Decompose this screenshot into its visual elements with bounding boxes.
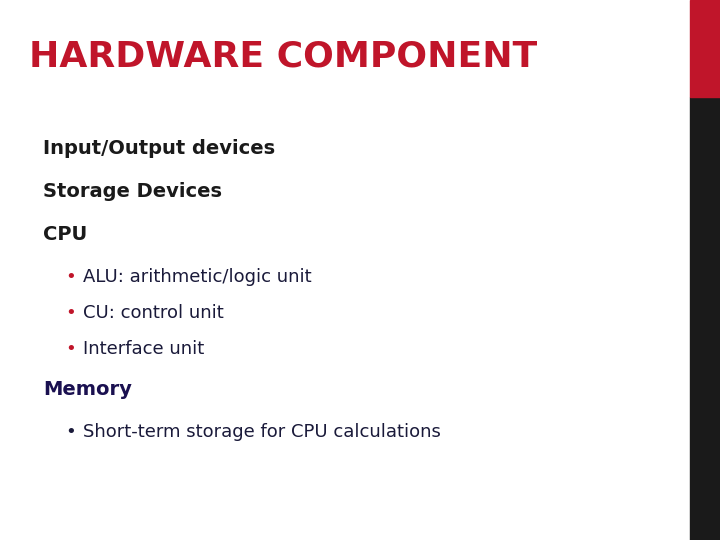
Text: •: •	[65, 268, 76, 286]
Text: Memory: Memory	[43, 380, 132, 400]
Text: ALU: arithmetic/logic unit: ALU: arithmetic/logic unit	[83, 268, 312, 286]
Text: •: •	[65, 304, 76, 322]
Text: •: •	[65, 340, 76, 359]
Bar	[690, 97, 720, 540]
Text: HARDWARE COMPONENT: HARDWARE COMPONENT	[29, 40, 537, 73]
Text: Interface unit: Interface unit	[83, 340, 204, 359]
Text: Short-term storage for CPU calculations: Short-term storage for CPU calculations	[83, 423, 441, 441]
Text: •: •	[65, 423, 76, 441]
Text: CPU: CPU	[43, 225, 87, 245]
Bar	[690, 0, 720, 97]
Text: CU: control unit: CU: control unit	[83, 304, 223, 322]
Text: Input/Output devices: Input/Output devices	[43, 139, 275, 158]
Text: Storage Devices: Storage Devices	[43, 182, 222, 201]
Text: 12: 12	[693, 500, 707, 521]
